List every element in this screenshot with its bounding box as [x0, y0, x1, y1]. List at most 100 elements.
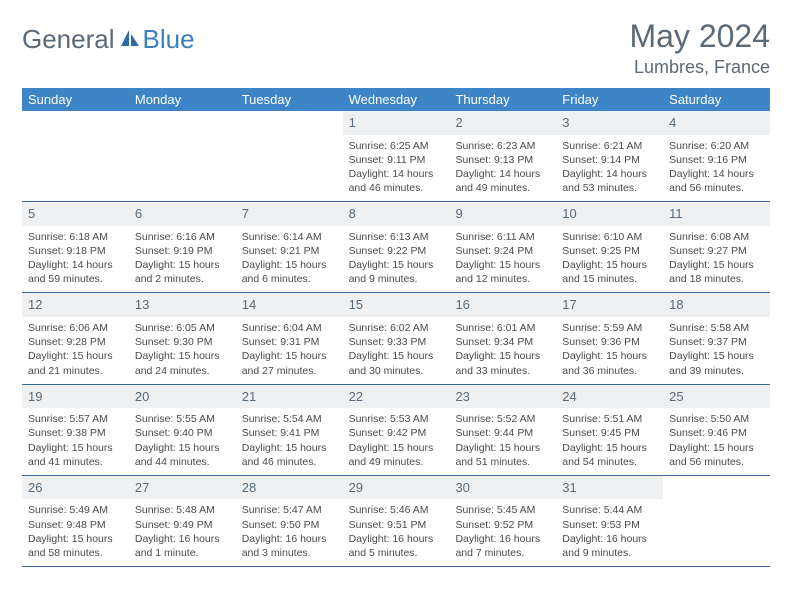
sunrise-line: Sunrise: 6:06 AM: [28, 321, 123, 335]
sunrise-line: Sunrise: 6:16 AM: [135, 230, 230, 244]
sunset-line: Sunset: 9:44 PM: [455, 426, 550, 440]
day-cell: 24Sunrise: 5:51 AMSunset: 9:45 PMDayligh…: [556, 385, 663, 475]
week-row: ...1Sunrise: 6:25 AMSunset: 9:11 PMDayli…: [22, 111, 770, 202]
day-number: 5: [22, 202, 129, 226]
daylight-line: Daylight: 15 hours and 30 minutes.: [349, 349, 444, 377]
day-body: Sunrise: 5:59 AMSunset: 9:36 PMDaylight:…: [556, 317, 663, 384]
day-number: 20: [129, 385, 236, 409]
day-cell: 20Sunrise: 5:55 AMSunset: 9:40 PMDayligh…: [129, 385, 236, 475]
day-cell: 25Sunrise: 5:50 AMSunset: 9:46 PMDayligh…: [663, 385, 770, 475]
sunset-line: Sunset: 9:50 PM: [242, 518, 337, 532]
sunrise-line: Sunrise: 5:45 AM: [455, 503, 550, 517]
day-cell: 10Sunrise: 6:10 AMSunset: 9:25 PMDayligh…: [556, 202, 663, 292]
day-number: 13: [129, 293, 236, 317]
day-cell: 8Sunrise: 6:13 AMSunset: 9:22 PMDaylight…: [343, 202, 450, 292]
sunset-line: Sunset: 9:24 PM: [455, 244, 550, 258]
sunset-line: Sunset: 9:34 PM: [455, 335, 550, 349]
daylight-line: Daylight: 14 hours and 49 minutes.: [455, 167, 550, 195]
week-row: 19Sunrise: 5:57 AMSunset: 9:38 PMDayligh…: [22, 385, 770, 476]
daylight-line: Daylight: 15 hours and 6 minutes.: [242, 258, 337, 286]
sunrise-line: Sunrise: 5:52 AM: [455, 412, 550, 426]
week-row: 5Sunrise: 6:18 AMSunset: 9:18 PMDaylight…: [22, 202, 770, 293]
sunset-line: Sunset: 9:53 PM: [562, 518, 657, 532]
day-number: 12: [22, 293, 129, 317]
day-number: 16: [449, 293, 556, 317]
calendar-body: ...1Sunrise: 6:25 AMSunset: 9:11 PMDayli…: [22, 111, 770, 567]
sunrise-line: Sunrise: 6:05 AM: [135, 321, 230, 335]
sunrise-line: Sunrise: 6:13 AM: [349, 230, 444, 244]
daylight-line: Daylight: 14 hours and 46 minutes.: [349, 167, 444, 195]
day-cell: 18Sunrise: 5:58 AMSunset: 9:37 PMDayligh…: [663, 293, 770, 383]
month-title: May 2024: [629, 18, 770, 55]
day-number: 8: [343, 202, 450, 226]
sunrise-line: Sunrise: 6:01 AM: [455, 321, 550, 335]
sunrise-line: Sunrise: 6:18 AM: [28, 230, 123, 244]
day-body: Sunrise: 6:14 AMSunset: 9:21 PMDaylight:…: [236, 226, 343, 293]
day-cell: 12Sunrise: 6:06 AMSunset: 9:28 PMDayligh…: [22, 293, 129, 383]
day-number: 29: [343, 476, 450, 500]
sunset-line: Sunset: 9:25 PM: [562, 244, 657, 258]
sunset-line: Sunset: 9:49 PM: [135, 518, 230, 532]
day-cell: .: [129, 111, 236, 201]
day-number: 6: [129, 202, 236, 226]
daylight-line: Daylight: 15 hours and 12 minutes.: [455, 258, 550, 286]
day-cell: 23Sunrise: 5:52 AMSunset: 9:44 PMDayligh…: [449, 385, 556, 475]
day-number: 11: [663, 202, 770, 226]
day-cell: .: [236, 111, 343, 201]
sunset-line: Sunset: 9:11 PM: [349, 153, 444, 167]
sunrise-line: Sunrise: 6:10 AM: [562, 230, 657, 244]
daylight-line: Daylight: 15 hours and 56 minutes.: [669, 441, 764, 469]
day-cell: 19Sunrise: 5:57 AMSunset: 9:38 PMDayligh…: [22, 385, 129, 475]
sunset-line: Sunset: 9:52 PM: [455, 518, 550, 532]
sunrise-line: Sunrise: 5:55 AM: [135, 412, 230, 426]
sunrise-line: Sunrise: 5:49 AM: [28, 503, 123, 517]
day-cell: 11Sunrise: 6:08 AMSunset: 9:27 PMDayligh…: [663, 202, 770, 292]
day-cell: 16Sunrise: 6:01 AMSunset: 9:34 PMDayligh…: [449, 293, 556, 383]
daylight-line: Daylight: 15 hours and 9 minutes.: [349, 258, 444, 286]
day-cell: 4Sunrise: 6:20 AMSunset: 9:16 PMDaylight…: [663, 111, 770, 201]
logo: General Blue: [22, 24, 195, 55]
day-cell: .: [663, 476, 770, 566]
day-cell: 31Sunrise: 5:44 AMSunset: 9:53 PMDayligh…: [556, 476, 663, 566]
daylight-line: Daylight: 15 hours and 24 minutes.: [135, 349, 230, 377]
sunset-line: Sunset: 9:45 PM: [562, 426, 657, 440]
sunrise-line: Sunrise: 6:02 AM: [349, 321, 444, 335]
day-number: 10: [556, 202, 663, 226]
sunset-line: Sunset: 9:14 PM: [562, 153, 657, 167]
daylight-line: Daylight: 16 hours and 1 minute.: [135, 532, 230, 560]
day-number: 9: [449, 202, 556, 226]
daylight-line: Daylight: 15 hours and 49 minutes.: [349, 441, 444, 469]
sunset-line: Sunset: 9:42 PM: [349, 426, 444, 440]
logo-sail-icon: [119, 24, 141, 55]
sunrise-line: Sunrise: 5:57 AM: [28, 412, 123, 426]
day-number: 3: [556, 111, 663, 135]
sunset-line: Sunset: 9:37 PM: [669, 335, 764, 349]
day-body: Sunrise: 5:51 AMSunset: 9:45 PMDaylight:…: [556, 408, 663, 475]
day-body: Sunrise: 5:58 AMSunset: 9:37 PMDaylight:…: [663, 317, 770, 384]
day-number: 24: [556, 385, 663, 409]
day-cell: 7Sunrise: 6:14 AMSunset: 9:21 PMDaylight…: [236, 202, 343, 292]
day-cell: 13Sunrise: 6:05 AMSunset: 9:30 PMDayligh…: [129, 293, 236, 383]
weekday-header: Tuesday: [236, 88, 343, 111]
sunrise-line: Sunrise: 6:11 AM: [455, 230, 550, 244]
day-body: Sunrise: 5:50 AMSunset: 9:46 PMDaylight:…: [663, 408, 770, 475]
sunset-line: Sunset: 9:41 PM: [242, 426, 337, 440]
sunset-line: Sunset: 9:31 PM: [242, 335, 337, 349]
day-cell: 2Sunrise: 6:23 AMSunset: 9:13 PMDaylight…: [449, 111, 556, 201]
daylight-line: Daylight: 15 hours and 58 minutes.: [28, 532, 123, 560]
weekday-header: Sunday: [22, 88, 129, 111]
sunset-line: Sunset: 9:19 PM: [135, 244, 230, 258]
sunrise-line: Sunrise: 6:25 AM: [349, 139, 444, 153]
day-number: 31: [556, 476, 663, 500]
sunset-line: Sunset: 9:16 PM: [669, 153, 764, 167]
day-cell: 27Sunrise: 5:48 AMSunset: 9:49 PMDayligh…: [129, 476, 236, 566]
day-cell: 14Sunrise: 6:04 AMSunset: 9:31 PMDayligh…: [236, 293, 343, 383]
weekday-header: Monday: [129, 88, 236, 111]
day-number: 2: [449, 111, 556, 135]
week-row: 12Sunrise: 6:06 AMSunset: 9:28 PMDayligh…: [22, 293, 770, 384]
day-cell: 26Sunrise: 5:49 AMSunset: 9:48 PMDayligh…: [22, 476, 129, 566]
day-body: Sunrise: 6:10 AMSunset: 9:25 PMDaylight:…: [556, 226, 663, 293]
day-number: 21: [236, 385, 343, 409]
day-number: 23: [449, 385, 556, 409]
daylight-line: Daylight: 14 hours and 56 minutes.: [669, 167, 764, 195]
